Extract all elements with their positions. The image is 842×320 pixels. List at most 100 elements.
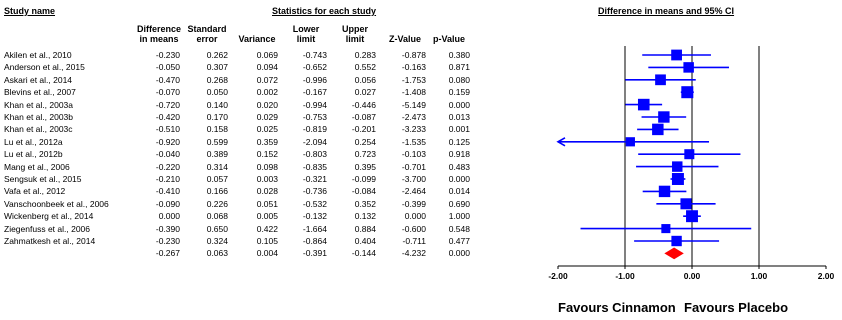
cell-p: 0.125: [448, 136, 470, 147]
cell-diff: -0.267: [155, 248, 180, 259]
cell-var: 0.028: [256, 186, 278, 197]
cell-upper: 0.884: [354, 223, 376, 234]
cell-lower: -0.736: [302, 186, 327, 197]
cell-z: -1.753: [401, 74, 426, 85]
cell-z: -1.535: [401, 136, 426, 147]
effect-square: [671, 173, 684, 185]
cell-lower: -0.819: [302, 124, 327, 135]
column-header-diff: Difference in means: [134, 24, 184, 44]
cell-upper: 0.027: [354, 87, 376, 98]
column-header-line1: Upper: [341, 24, 368, 34]
cell-z: -0.399: [401, 198, 426, 209]
cell-p: 0.000: [448, 174, 470, 184]
cell-var: 0.025: [256, 124, 278, 135]
cell-p: 0.000: [448, 99, 470, 110]
cell-se: 0.268: [206, 74, 228, 85]
cell-upper: -0.201: [351, 124, 376, 135]
cell-z: -3.700: [401, 174, 426, 184]
cell-lower: -0.996: [302, 74, 327, 85]
study-name: Sengsuk et al., 2015: [4, 174, 82, 184]
study-name: Askari et al., 2014: [4, 74, 73, 85]
cell-var: 0.098: [256, 161, 278, 172]
cell-z: -1.408: [401, 87, 426, 98]
cell-z: -0.878: [401, 50, 426, 60]
cell-diff: -0.410: [155, 186, 180, 197]
column-header-p: p-Value: [424, 34, 474, 44]
cell-upper: 0.552: [354, 62, 376, 73]
effect-square: [671, 49, 682, 61]
effect-square: [658, 185, 671, 198]
cell-lower: -0.864: [302, 236, 327, 246]
cell-var: 0.359: [256, 136, 278, 147]
cell-z: 0.000: [404, 211, 426, 222]
cell-se: 0.226: [206, 198, 228, 209]
cell-p: 0.380: [448, 50, 470, 60]
cell-se: 0.063: [206, 248, 228, 259]
cell-diff: -0.220: [155, 161, 180, 172]
column-header-line1: p-Value: [432, 34, 465, 44]
cell-var: 0.072: [256, 74, 278, 85]
cell-diff: 0.000: [158, 211, 180, 222]
cell-lower: -0.321: [302, 174, 327, 184]
cell-var: 0.051: [256, 198, 278, 209]
study-name: Zahmatkesh et al., 2014: [4, 236, 96, 246]
cell-lower: -0.167: [302, 87, 327, 98]
cell-z: -0.711: [402, 236, 426, 246]
effect-square: [681, 86, 694, 99]
study-name: Vafa et al., 2012: [4, 186, 66, 197]
cell-z: -5.149: [401, 99, 426, 110]
cell-se: 0.599: [206, 136, 228, 147]
x-tick-label: 1.00: [751, 271, 768, 281]
cell-lower: -1.664: [302, 223, 327, 234]
plot-title: Difference in means and 95% CI: [598, 6, 735, 16]
cell-p: 0.159: [448, 87, 470, 98]
cell-diff: -0.920: [155, 136, 180, 147]
cell-p: 0.690: [448, 198, 470, 209]
column-header-upper: Upper limit: [330, 24, 380, 44]
effect-square: [652, 123, 664, 136]
cell-lower: -2.094: [302, 136, 327, 147]
effect-square: [655, 74, 666, 86]
cell-upper: -0.084: [351, 186, 376, 197]
cell-z: -0.103: [401, 149, 426, 160]
cell-se: 0.050: [206, 87, 228, 98]
study-name-header: Study name: [4, 6, 56, 16]
cell-p: 0.014: [448, 186, 470, 197]
cell-upper: -0.144: [351, 248, 376, 259]
cell-se: 0.166: [206, 186, 228, 197]
effect-square: [680, 198, 692, 210]
column-header-var: Variance: [232, 34, 282, 44]
column-header-line2: limit: [296, 34, 316, 44]
cell-upper: 0.723: [354, 149, 376, 160]
study-name: Lu et al., 2012a: [4, 136, 63, 147]
cell-z: -2.464: [401, 186, 426, 197]
cell-se: 0.170: [206, 112, 228, 122]
cell-diff: -0.040: [155, 149, 180, 160]
cell-z: -0.163: [401, 62, 426, 73]
column-header-se: Standard error: [182, 24, 232, 44]
cell-diff: -0.470: [155, 74, 180, 85]
cell-var: 0.003: [256, 174, 278, 184]
cell-lower: -0.532: [302, 198, 327, 209]
column-header-line2: error: [196, 34, 218, 44]
effect-square: [683, 62, 694, 73]
cell-z: -3.233: [401, 124, 426, 135]
cell-upper: 0.254: [354, 136, 376, 147]
cell-p: 0.548: [448, 223, 470, 234]
cell-var: 0.020: [256, 99, 278, 110]
cell-p: 0.918: [448, 149, 470, 160]
cell-var: 0.105: [256, 236, 278, 246]
cell-upper: -0.087: [351, 112, 376, 122]
cell-diff: -0.230: [155, 50, 180, 60]
cell-var: 0.069: [256, 50, 278, 60]
cell-p: 0.871: [448, 62, 470, 73]
column-header-z: Z-Value: [380, 34, 430, 44]
cell-upper: 0.395: [354, 161, 376, 172]
column-header-line1: Variance: [238, 34, 276, 44]
study-name: Ziegenfuss et al., 2006: [4, 223, 91, 234]
column-header-line1: Z-Value: [388, 34, 421, 44]
cell-p: 1.000: [448, 211, 470, 222]
column-header-line1: Lower: [292, 24, 320, 34]
study-name: Mang et al., 2006: [4, 161, 70, 172]
column-header-line1: Standard: [187, 24, 227, 34]
